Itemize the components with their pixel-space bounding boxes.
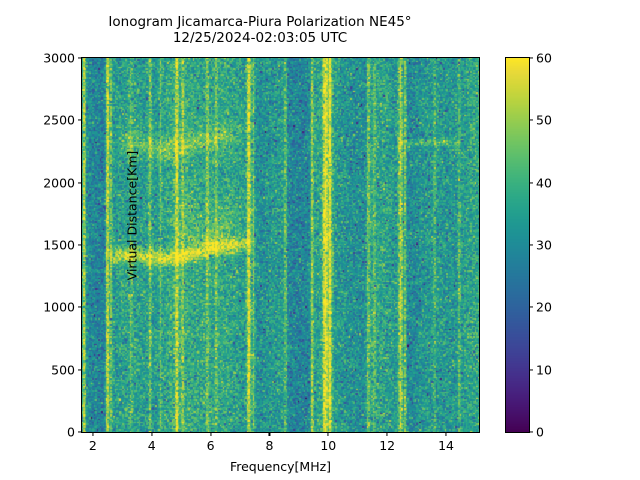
y-tick-mark [78,182,82,184]
x-tick-label: 14 [438,438,454,453]
colorbar-tick-label: 0 [536,424,544,440]
y-tick-mark [78,244,82,246]
y-tick-label: 3000 [43,50,75,66]
x-tick-mark [151,432,153,436]
colorbar-tick-label: 10 [536,362,552,378]
x-tick-label: 10 [320,438,337,453]
x-tick-label: 12 [379,438,396,453]
x-axis-label: Frequency[MHz] [229,459,332,474]
x-tick-label: 2 [88,438,97,453]
colorbar-tick-label: 60 [536,50,552,66]
ionogram-axes: Virtual Distance[Km] Frequency[MHz] 0 500… [43,51,480,474]
y-tick-label: 1500 [43,237,75,253]
x-tick-label: 6 [206,438,215,453]
colorbar-tick-label: 50 [536,112,552,128]
y-axis-label: Virtual Distance[Km] [124,150,140,281]
x-tick-label: 4 [147,438,156,453]
figure-title: Ionogram Jicamarca-Piura Polarization NE… [108,14,412,46]
y-tick-label: 500 [51,362,75,378]
y-tick-label: 2000 [43,175,75,191]
y-tick-label: 0 [67,424,75,440]
colorbar-tick-mark [529,244,533,246]
x-tick-label: 8 [265,438,274,453]
y-tick-mark [78,119,82,121]
y-tick-mark [78,369,82,371]
colorbar-gradient [506,58,529,432]
colorbar-tick-label: 30 [536,237,552,253]
colorbar-tick-mark [529,119,533,121]
y-tick-label: 2500 [43,112,75,128]
x-tick-mark [327,432,329,436]
colorbar-tick-mark [529,431,533,433]
x-tick-mark [210,432,212,436]
x-tick-mark [386,432,388,436]
y-tick-mark [78,431,82,433]
colorbar-tick-mark [529,57,533,59]
colorbar-tick-mark [529,182,533,184]
y-tick-label: 1000 [43,299,75,315]
colorbar-tick-label: 40 [536,175,552,191]
x-tick-mark [445,432,447,436]
y-tick-mark [78,306,82,308]
y-tick-mark [78,57,82,59]
x-tick-mark [92,432,94,436]
x-tick-mark [268,432,270,436]
colorbar-tick-mark [529,369,533,371]
colorbar-tick-label: 20 [536,299,552,315]
colorbar-tick-mark [529,306,533,308]
ionogram-heatmap [82,58,479,432]
